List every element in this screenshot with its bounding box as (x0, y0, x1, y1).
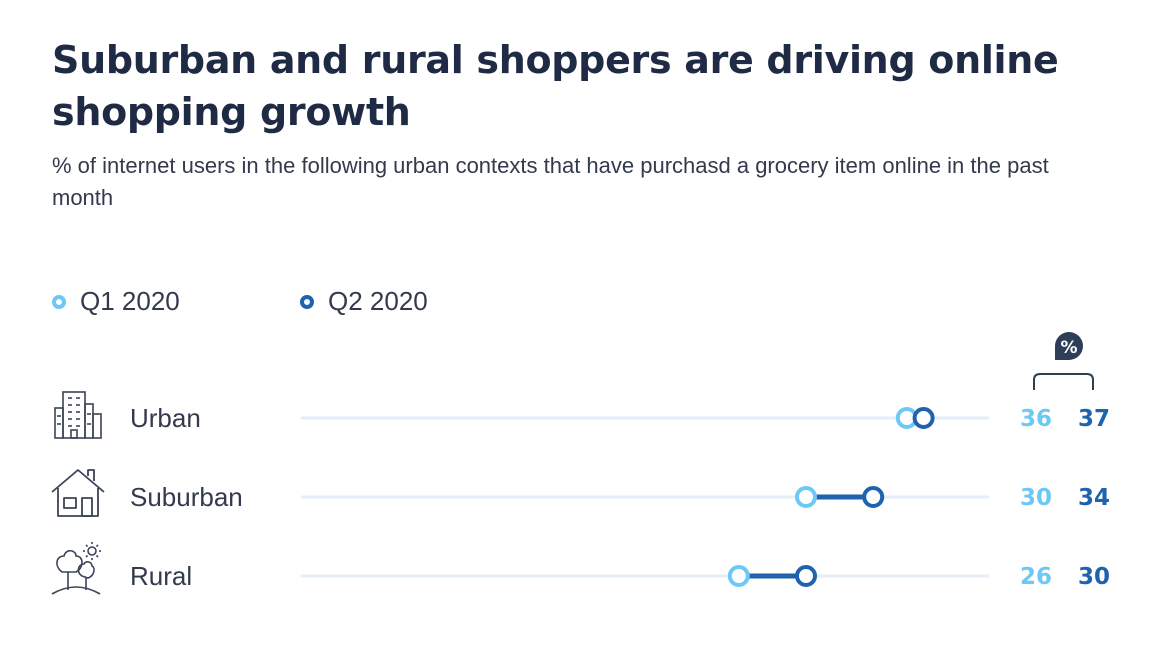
value-q1-rural: 26 (1020, 564, 1052, 590)
legend-marker-q1 (52, 294, 66, 309)
house-icon (51, 469, 105, 517)
unit-badge-text: % (1060, 338, 1077, 358)
value-q1-urban: 36 (1020, 406, 1052, 432)
legend-marker-q2 (300, 294, 314, 309)
unit-bracket (1033, 373, 1094, 390)
value-q2-rural: 30 (1078, 564, 1110, 590)
category-label-urban: Urban (130, 403, 201, 433)
value-q2-suburban: 34 (1078, 485, 1110, 511)
point-q2-suburban (862, 486, 885, 508)
category-label-rural: Rural (130, 561, 192, 591)
trees-sun-icon (51, 542, 101, 595)
legend-label-q2: Q2 2020 (328, 286, 428, 316)
chart-title: Suburban and rural shoppers are driving … (52, 38, 1059, 134)
unit-badge: % (1055, 332, 1083, 360)
legend-item-q2: Q2 2020 (300, 286, 428, 317)
point-q1-rural (727, 565, 750, 587)
chart-subtitle: % of internet users in the following urb… (52, 153, 1049, 210)
unit-badge-shape (1055, 332, 1083, 360)
point-q2-rural (795, 565, 817, 587)
legend-label-q1: Q1 2020 (80, 286, 180, 316)
point-q1-suburban (795, 486, 817, 508)
value-q1-suburban: 30 (1020, 485, 1052, 511)
legend-item-q1: Q1 2020 (52, 286, 180, 317)
value-q2-urban: 37 (1078, 406, 1110, 432)
category-label-suburban: Suburban (130, 482, 243, 512)
city-buildings-icon (54, 391, 102, 439)
point-q2-urban (912, 407, 935, 429)
